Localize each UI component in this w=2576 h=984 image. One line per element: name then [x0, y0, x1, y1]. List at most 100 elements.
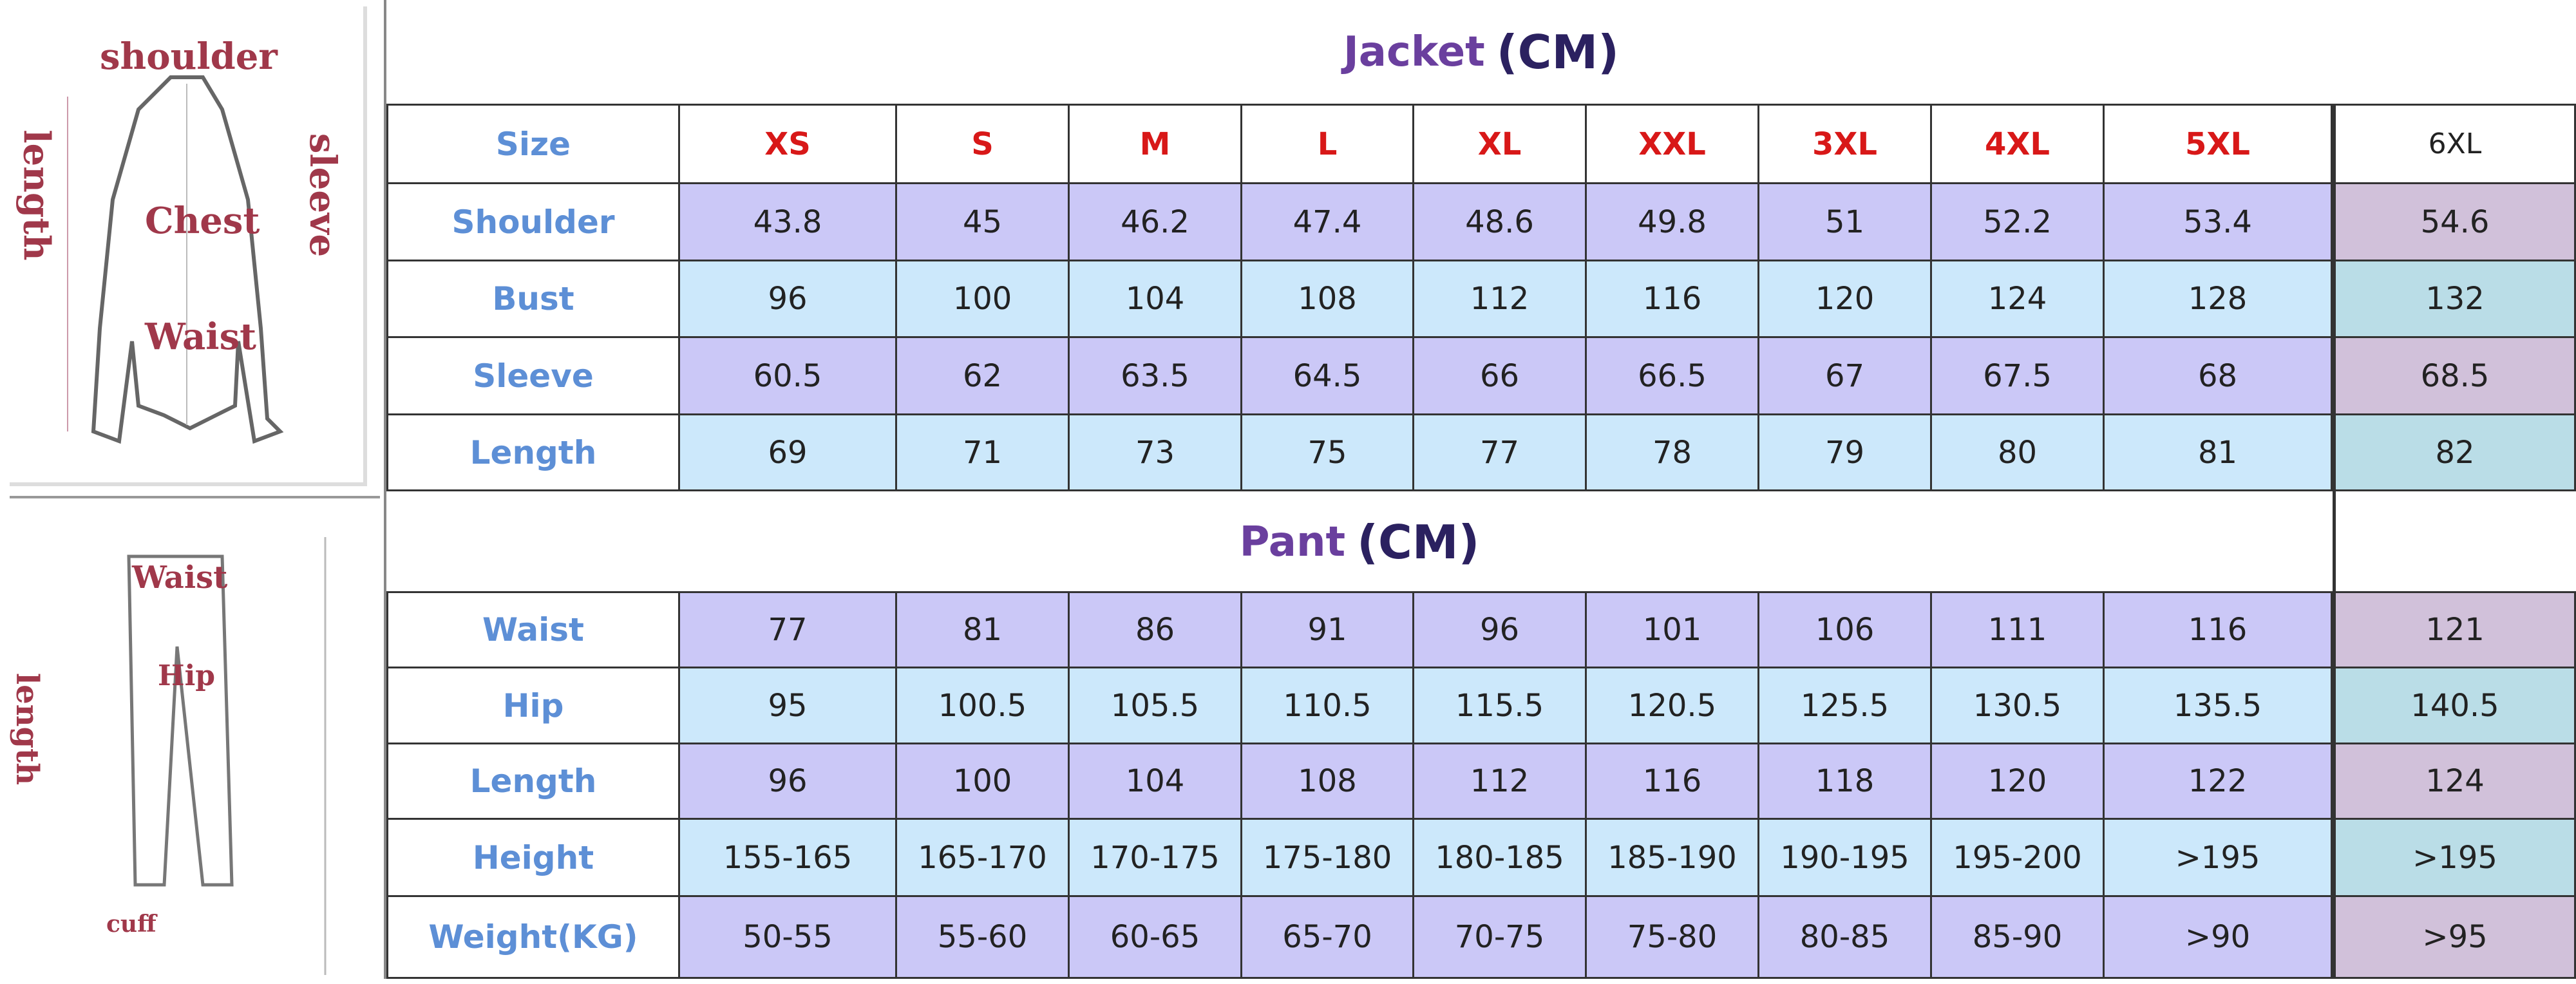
- size-header-label: Size: [386, 104, 680, 184]
- pant-cell: 96: [1414, 593, 1587, 668]
- pant-cell: 65-70: [1242, 897, 1414, 979]
- size-header-3xl: 3XL: [1759, 104, 1932, 184]
- jacket-cell: 68.5: [2333, 338, 2576, 415]
- size-chart-table: Jacket (CM) Size XS S M L XL XXL 3XL 4XL 5XL 6XL Shou…: [386, 0, 2576, 979]
- size-header-5xl: 5XL: [2105, 104, 2333, 184]
- jacket-cell: 52.2: [1932, 184, 2105, 261]
- jacket-cell: 116: [1587, 261, 1759, 338]
- pant-cell: 120.5: [1587, 668, 1759, 744]
- jacket-cell: 96: [680, 261, 897, 338]
- jacket-row-label-length: Length: [386, 415, 680, 491]
- pant-cell: 165-170: [897, 820, 1070, 897]
- pant-cell: >95: [2333, 897, 2576, 979]
- pant-cell: 118: [1759, 744, 1932, 820]
- jacket-cell: 62: [897, 338, 1070, 415]
- pant-cell: 101: [1587, 593, 1759, 668]
- pant-row-label-height: Height: [386, 820, 680, 897]
- pant-cell: 60-65: [1070, 897, 1242, 979]
- size-header-6xl: 6XL: [2333, 104, 2576, 184]
- jacket-cell: 48.6: [1414, 184, 1587, 261]
- pant-cell: 100: [897, 744, 1070, 820]
- jacket-title-text: Jacket: [1343, 28, 1485, 76]
- pant-cell: 195-200: [1932, 820, 2105, 897]
- jacket-cell: 45: [897, 184, 1070, 261]
- pant-cell: >195: [2333, 820, 2576, 897]
- jacket-cell: 81: [2105, 415, 2333, 491]
- pant-cell: 80-85: [1759, 897, 1932, 979]
- illustration-panel: shoulder length sleeve Chest Waist Waist…: [0, 0, 386, 979]
- pant-title-unit: (CM): [1357, 515, 1480, 569]
- jacket-cell: 79: [1759, 415, 1932, 491]
- pant-cell: 70-75: [1414, 897, 1587, 979]
- length-label: length: [15, 129, 58, 261]
- pant-cell: 85-90: [1932, 897, 2105, 979]
- pant-cell: 190-195: [1759, 820, 1932, 897]
- pant-cell: 110.5: [1242, 668, 1414, 744]
- pant-cell: 180-185: [1414, 820, 1587, 897]
- jacket-cell: 66.5: [1587, 338, 1759, 415]
- jacket-cell: 104: [1070, 261, 1242, 338]
- shoulder-label: shoulder: [100, 35, 278, 78]
- jacket-cell: 71: [897, 415, 1070, 491]
- jacket-row-label-sleeve: Sleeve: [386, 338, 680, 415]
- pant-cell: 116: [2105, 593, 2333, 668]
- pant-cell: 125.5: [1759, 668, 1932, 744]
- jacket-cell: 60.5: [680, 338, 897, 415]
- divider: [386, 591, 2333, 593]
- size-header-l: L: [1242, 104, 1414, 184]
- pant-cell: 105.5: [1070, 668, 1242, 744]
- pant-title: Pant (CM): [386, 491, 2333, 593]
- pant-row-label-weightkg: Weight(KG): [386, 897, 680, 979]
- pant-cell: >195: [2105, 820, 2333, 897]
- jacket-cell: 100: [897, 261, 1070, 338]
- size-header-xxl: XXL: [1587, 104, 1759, 184]
- waist-label: Waist: [145, 316, 256, 358]
- pant-cell: 140.5: [2333, 668, 2576, 744]
- size-header-s: S: [897, 104, 1070, 184]
- jacket-cell: 78: [1587, 415, 1759, 491]
- pant-cell: 124: [2333, 744, 2576, 820]
- pant-cell: 122: [2105, 744, 2333, 820]
- jacket-cell: 67.5: [1932, 338, 2105, 415]
- pant-cell: 121: [2333, 593, 2576, 668]
- pant-title-text: Pant: [1239, 518, 1346, 566]
- pant-cell: 86: [1070, 593, 1242, 668]
- pant-cell: 116: [1587, 744, 1759, 820]
- jacket-cell: 132: [2333, 261, 2576, 338]
- pant-cell: 91: [1242, 593, 1414, 668]
- pant-cell: 120: [1932, 744, 2105, 820]
- pant-row-label-waist: Waist: [386, 593, 680, 668]
- jacket-title-unit: (CM): [1496, 24, 1620, 79]
- pant-cell: 135.5: [2105, 668, 2333, 744]
- jacket-cell: 120: [1759, 261, 1932, 338]
- jacket-cell: 69: [680, 415, 897, 491]
- jacket-cell: 51: [1759, 184, 1932, 261]
- jacket-cell: 75: [1242, 415, 1414, 491]
- pant-cell: 130.5: [1932, 668, 2105, 744]
- pant-cell: >90: [2105, 897, 2333, 979]
- jacket-cell: 82: [2333, 415, 2576, 491]
- pant-diagram: Waist length Hip cuff: [9, 496, 380, 979]
- hip-label: Hip: [158, 659, 216, 692]
- jacket-cell: 64.5: [1242, 338, 1414, 415]
- pant-cell: 50-55: [680, 897, 897, 979]
- pant-waist-label: Waist: [132, 560, 228, 596]
- pant-drawing: [127, 537, 327, 975]
- pant-cell: 100.5: [897, 668, 1070, 744]
- pant-cell: 96: [680, 744, 897, 820]
- size-header-m: M: [1070, 104, 1242, 184]
- jacket-cell: 124: [1932, 261, 2105, 338]
- pant-length-label: length: [9, 672, 46, 786]
- pant-cell: 111: [1932, 593, 2105, 668]
- jacket-title: Jacket (CM): [386, 0, 2576, 104]
- pant-cell: 108: [1242, 744, 1414, 820]
- jacket-cell: 49.8: [1587, 184, 1759, 261]
- pant-cell: 185-190: [1587, 820, 1759, 897]
- jacket-cell: 80: [1932, 415, 2105, 491]
- pant-row-label-length: Length: [386, 744, 680, 820]
- pant-cell: 115.5: [1414, 668, 1587, 744]
- pant-cell: 55-60: [897, 897, 1070, 979]
- jacket-row-label-bust: Bust: [386, 261, 680, 338]
- jacket-cell: 67: [1759, 338, 1932, 415]
- pant-cell: 81: [897, 593, 1070, 668]
